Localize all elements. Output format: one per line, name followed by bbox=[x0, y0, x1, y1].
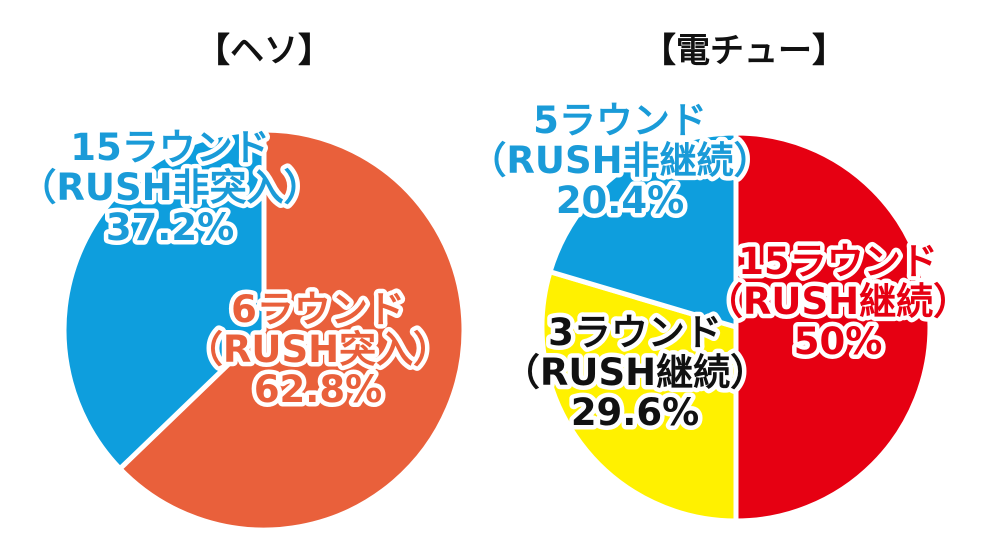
heso-slice-label-0-line-0: 6ラウンド bbox=[231, 288, 405, 331]
denchu-pie-slices bbox=[539, 130, 933, 524]
heso-pie-chart: 【ヘソ】 6ラウンド（RUSH突入） 62.8% 15ラウンド（RUSH非突入） 37… bbox=[15, 31, 467, 533]
heso-slice-label-1-line-2: 37.2% bbox=[106, 206, 234, 249]
heso-slice-label-0-line-1: （RUSH突入） bbox=[186, 328, 450, 371]
denchu-pie-chart: 【電チュー】 15ラウンド（RUSH継続） 50%3ラウンド（RUSH継続） 29.… bbox=[465, 31, 975, 524]
denchu-slice-label-1-line-2: 29.6% bbox=[571, 391, 699, 434]
denchu-slice-label-2-line-2: 20.4% bbox=[556, 179, 684, 222]
denchu-slice-1 bbox=[539, 269, 739, 524]
heso-slice-label-1: 15ラウンド（RUSH非突入） 37.2% bbox=[19, 126, 320, 249]
denchu-slice-label-2-line-0: 5ラウンド bbox=[533, 99, 707, 142]
denchu-chart-title: 【電チュー】 bbox=[642, 31, 846, 71]
heso-slice-0 bbox=[117, 127, 467, 533]
denchu-slice-0 bbox=[733, 130, 933, 524]
denchu-slice-label-0-line-0: 15ラウンド bbox=[738, 240, 938, 283]
heso-slice-label-0: 6ラウンド（RUSH突入） 62.8% bbox=[186, 288, 450, 411]
denchu-slice-label-0-line-2: 50% bbox=[794, 320, 883, 363]
denchu-slice-label-1-line-1: （RUSH継続） bbox=[503, 351, 767, 394]
heso-chart-title: 【ヘソ】 bbox=[196, 31, 332, 71]
heso-slice-1 bbox=[61, 127, 267, 472]
denchu-slice-label-1-line-0: 3ラウンド bbox=[548, 311, 722, 354]
heso-slice-labels: 6ラウンド（RUSH突入） 62.8% 15ラウンド（RUSH非突入） 37.2% bbox=[15, 122, 455, 416]
denchu-slice-label-2-line-1: （RUSH非継続） bbox=[469, 139, 770, 182]
heso-slice-label-1-line-1: （RUSH非突入） bbox=[19, 166, 320, 209]
heso-pie-slices bbox=[61, 127, 467, 533]
heso-slice-label-1-line-0: 15ラウンド bbox=[70, 126, 270, 169]
denchu-slice-2 bbox=[547, 130, 739, 330]
heso-slice-label-0-line-2: 62.8% bbox=[254, 368, 382, 411]
denchu-slice-label-0-line-1: （RUSH継続） bbox=[706, 280, 970, 323]
denchu-slice-label-0: 15ラウンド（RUSH継続） 50% bbox=[706, 240, 970, 363]
denchu-slice-labels: 15ラウンド（RUSH継続） 50%3ラウンド（RUSH継続） 29.6%5ラウンド… bbox=[465, 95, 975, 439]
denchu-slice-label-2: 5ラウンド（RUSH非継続） 20.4% bbox=[469, 99, 770, 222]
denchu-slice-label-1: 3ラウンド（RUSH継続） 29.6% bbox=[503, 311, 767, 434]
